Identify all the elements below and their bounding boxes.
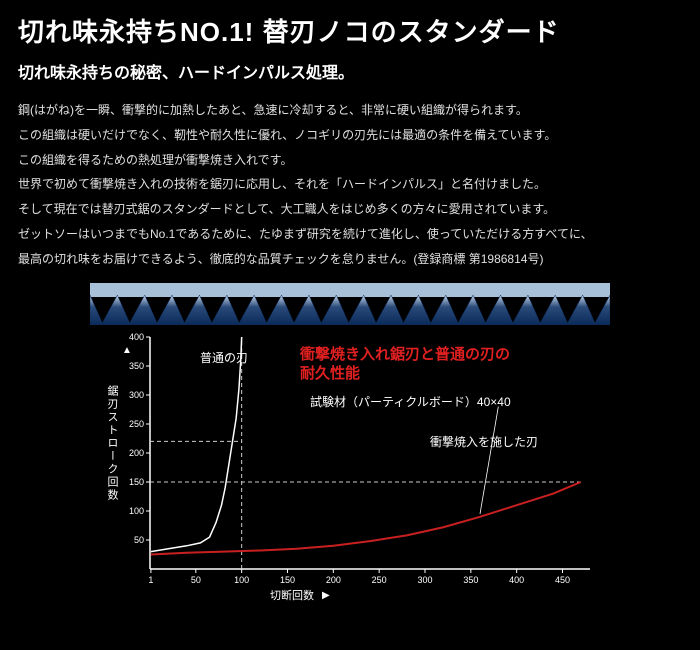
- svg-text:100: 100: [129, 506, 144, 516]
- legend-impulse: 衝撃焼入を施した刃: [430, 433, 538, 450]
- para: この組織を得るための熱処理が衝撃焼き入れです。: [18, 149, 682, 172]
- y-arrow-icon: ▲: [122, 345, 132, 356]
- svg-text:400: 400: [129, 332, 144, 342]
- svg-text:300: 300: [129, 390, 144, 400]
- sample-label: 試験材（パーティクルボード）40×40: [310, 393, 511, 410]
- svg-text:50: 50: [191, 575, 201, 585]
- para: 世界で初めて衝撃焼き入れの技術を鋸刃に応用し、それを「ハードインパルス」と名付け…: [18, 173, 682, 196]
- x-arrow-icon: ▶: [322, 590, 330, 601]
- svg-text:350: 350: [129, 361, 144, 371]
- svg-text:350: 350: [463, 575, 478, 585]
- x-axis-label: 切断回数: [270, 587, 314, 603]
- svg-text:50: 50: [134, 535, 144, 545]
- body-text: 鋼(はがね)を一瞬、衝撃的に加熱したあと、急速に冷却すると、非常に硬い組織が得ら…: [18, 99, 682, 271]
- saw-teeth-image: [90, 283, 610, 325]
- figure-area: 5010015020025030035040015010015020025030…: [90, 283, 610, 605]
- svg-text:250: 250: [129, 419, 144, 429]
- para: そして現在では替刃式鋸のスタンダードとして、大工職人をはじめ多くの方々に愛用され…: [18, 198, 682, 221]
- para: ゼットソーはいつまでもNo.1であるために、たゆまず研究を続けて進化し、使ってい…: [18, 223, 682, 246]
- svg-text:400: 400: [509, 575, 524, 585]
- para: この組織は硬いだけでなく、靭性や耐久性に優れ、ノコギリの刃先には最適の条件を備え…: [18, 124, 682, 147]
- y-axis-label: 鋸刃ストローク回数: [104, 385, 120, 502]
- subtitle: 切れ味永持ちの秘密、ハードインパルス処理。: [18, 59, 682, 83]
- svg-text:150: 150: [280, 575, 295, 585]
- svg-text:150: 150: [129, 477, 144, 487]
- chart-title: 衝撃焼き入れ鋸刃と普通の刃の耐久性能: [300, 345, 510, 384]
- svg-text:100: 100: [234, 575, 249, 585]
- para: 最高の切れ味をお届けできるよう、徹底的な品質チェックを怠りません。(登録商標 第…: [18, 248, 682, 271]
- svg-text:200: 200: [326, 575, 341, 585]
- main-title: 切れ味永持ちNO.1! 替刃ノコのスタンダード: [18, 12, 682, 49]
- svg-text:250: 250: [372, 575, 387, 585]
- para: 鋼(はがね)を一瞬、衝撃的に加熱したあと、急速に冷却すると、非常に硬い組織が得ら…: [18, 99, 682, 122]
- svg-text:200: 200: [129, 448, 144, 458]
- legend-normal: 普通の刃: [200, 349, 248, 366]
- svg-text:300: 300: [417, 575, 432, 585]
- durability-chart: 5010015020025030035040015010015020025030…: [90, 325, 610, 605]
- svg-text:1: 1: [148, 575, 153, 585]
- svg-text:450: 450: [555, 575, 570, 585]
